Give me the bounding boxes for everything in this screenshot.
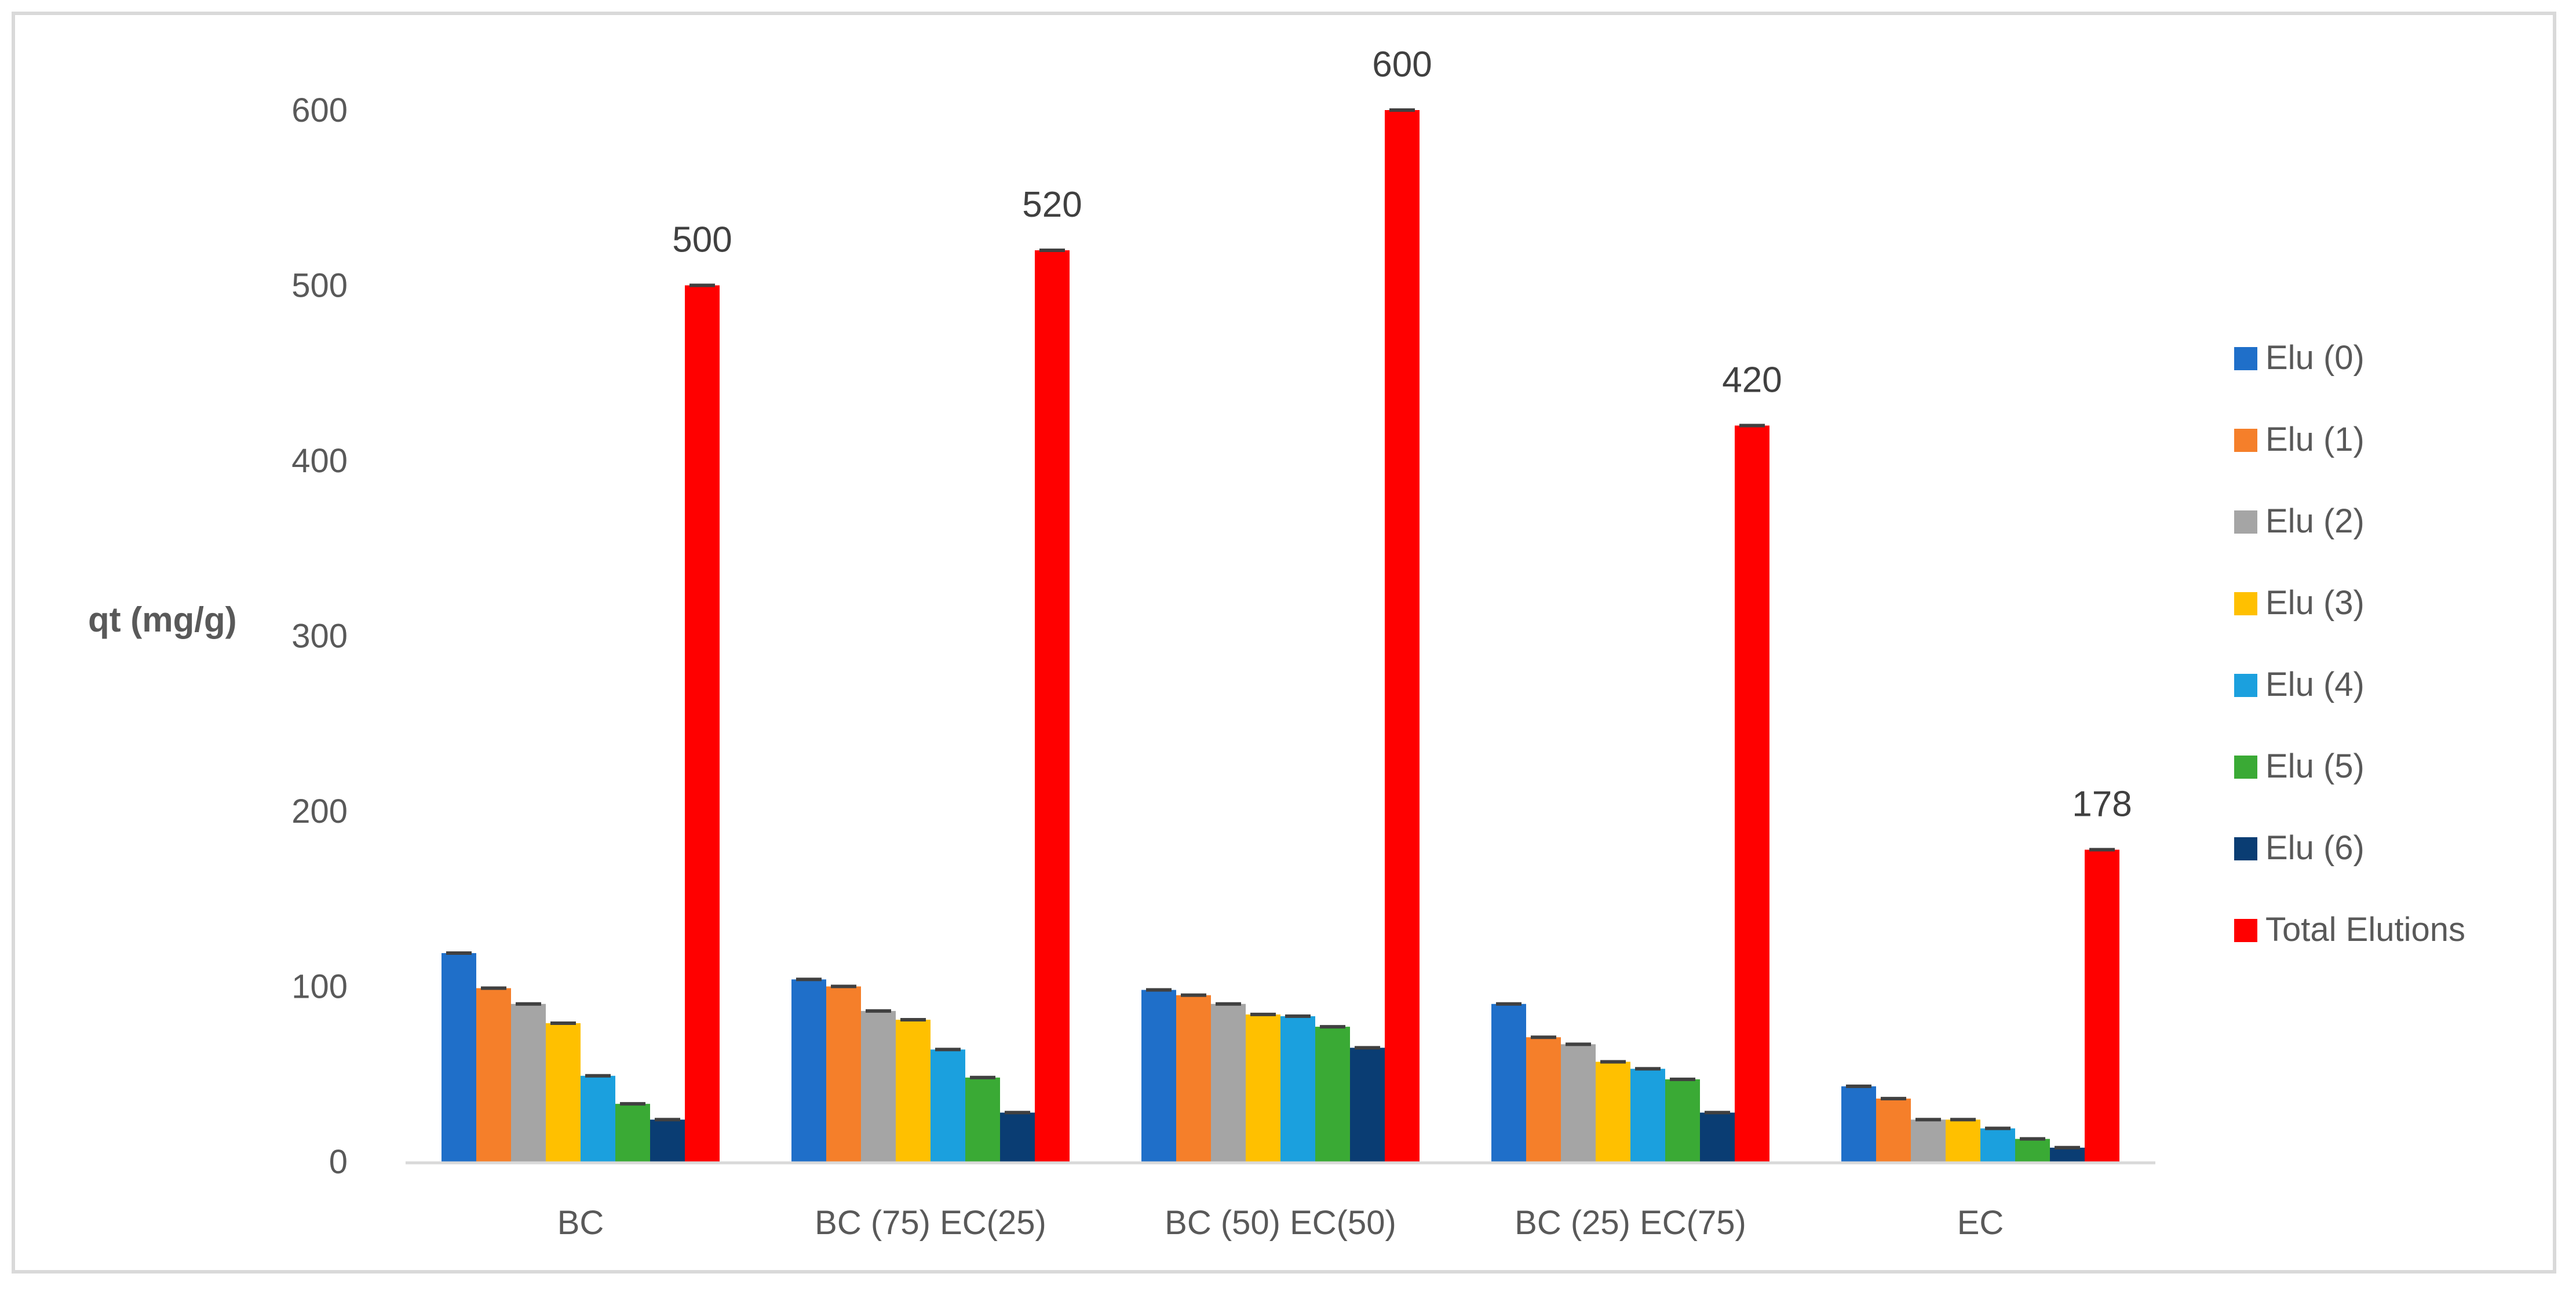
bar <box>1315 1027 1350 1162</box>
data-label: 600 <box>1372 45 1432 85</box>
y-tick-label: 200 <box>291 793 348 830</box>
bar <box>1596 1061 1630 1162</box>
bar <box>1911 1119 1946 1162</box>
legend-label: Elu (0) <box>2265 339 2365 377</box>
bar <box>476 988 511 1162</box>
bar <box>1280 1016 1315 1162</box>
bar <box>1246 1014 1280 1162</box>
legend-label: Elu (6) <box>2265 829 2365 867</box>
legend-swatch <box>2234 837 2257 860</box>
x-tick-label: EC <box>1957 1204 2004 1242</box>
data-labels: 500 520 600 420 178 <box>672 45 2132 824</box>
bar <box>1946 1119 1980 1162</box>
bar <box>442 953 476 1162</box>
bar <box>931 1049 965 1162</box>
legend-swatch <box>2234 347 2257 370</box>
data-label: 500 <box>672 220 732 260</box>
bar <box>1980 1128 2015 1162</box>
bar <box>2050 1147 2085 1162</box>
bar <box>2085 849 2119 1162</box>
data-label: 420 <box>1722 360 1782 400</box>
bar <box>826 986 861 1162</box>
legend-label: Elu (2) <box>2265 502 2365 540</box>
legend: Elu (0) Elu (1) Elu (2) Elu (3) Elu (4) Elu (… <box>2234 339 2465 948</box>
bar <box>1735 425 1769 1162</box>
bar <box>1526 1037 1561 1162</box>
bar <box>1035 250 1070 1162</box>
legend-label: Total Elutions <box>2265 911 2465 948</box>
bar <box>511 1004 546 1162</box>
bar <box>581 1075 615 1162</box>
bar <box>1176 995 1211 1162</box>
bar <box>1561 1044 1596 1162</box>
bars <box>442 108 2119 1162</box>
y-tick-label: 100 <box>291 968 348 1006</box>
x-tick-label: BC <box>557 1204 604 1242</box>
bar <box>615 1104 650 1162</box>
bar <box>650 1119 685 1162</box>
legend-label: Elu (5) <box>2265 747 2365 785</box>
y-tick-labels: 0 100 200 300 400 500 600 <box>291 92 348 1181</box>
legend-swatch <box>2234 429 2257 452</box>
bar <box>1211 1004 1246 1162</box>
bar <box>1841 1086 1876 1162</box>
y-tick-label: 0 <box>329 1143 348 1181</box>
bar <box>1491 1004 1526 1162</box>
bar <box>1700 1112 1735 1162</box>
bar <box>546 1023 581 1162</box>
y-tick-label: 600 <box>291 92 348 129</box>
legend-label: Elu (3) <box>2265 584 2365 622</box>
legend-swatch <box>2234 919 2257 942</box>
x-axis: BC BC (75) EC(25) BC (50) EC(50) BC (25) EC… <box>406 1161 2155 1242</box>
data-label: 178 <box>2072 784 2132 824</box>
legend-label: Elu (1) <box>2265 421 2365 458</box>
bar <box>791 979 826 1162</box>
legend-label: Elu (4) <box>2265 666 2365 703</box>
bar <box>1350 1048 1385 1162</box>
x-tick-label: BC (50) EC(50) <box>1165 1204 1396 1242</box>
legend-swatch <box>2234 510 2257 534</box>
y-axis-label: qt (mg/g) <box>88 600 237 639</box>
bar <box>1141 990 1176 1162</box>
data-label: 520 <box>1022 185 1082 225</box>
x-tick-label: BC (75) EC(25) <box>815 1204 1046 1242</box>
y-tick-label: 300 <box>291 618 348 655</box>
x-tick-label: BC (25) EC(75) <box>1515 1204 1746 1242</box>
bar <box>965 1077 1000 1162</box>
bar <box>896 1019 931 1162</box>
legend-swatch <box>2234 674 2257 697</box>
bar <box>861 1010 896 1162</box>
bar <box>1000 1112 1035 1162</box>
legend-swatch <box>2234 592 2257 615</box>
legend-swatch <box>2234 756 2257 779</box>
bar <box>685 285 720 1162</box>
bar <box>2015 1139 2050 1162</box>
bar <box>1630 1068 1665 1162</box>
y-tick-label: 500 <box>291 267 348 305</box>
bar <box>1665 1079 1700 1162</box>
bar <box>1876 1099 1911 1162</box>
bar <box>1385 110 1420 1162</box>
y-tick-label: 400 <box>291 442 348 480</box>
y-axis-title: qt (mg/g) <box>88 600 237 639</box>
